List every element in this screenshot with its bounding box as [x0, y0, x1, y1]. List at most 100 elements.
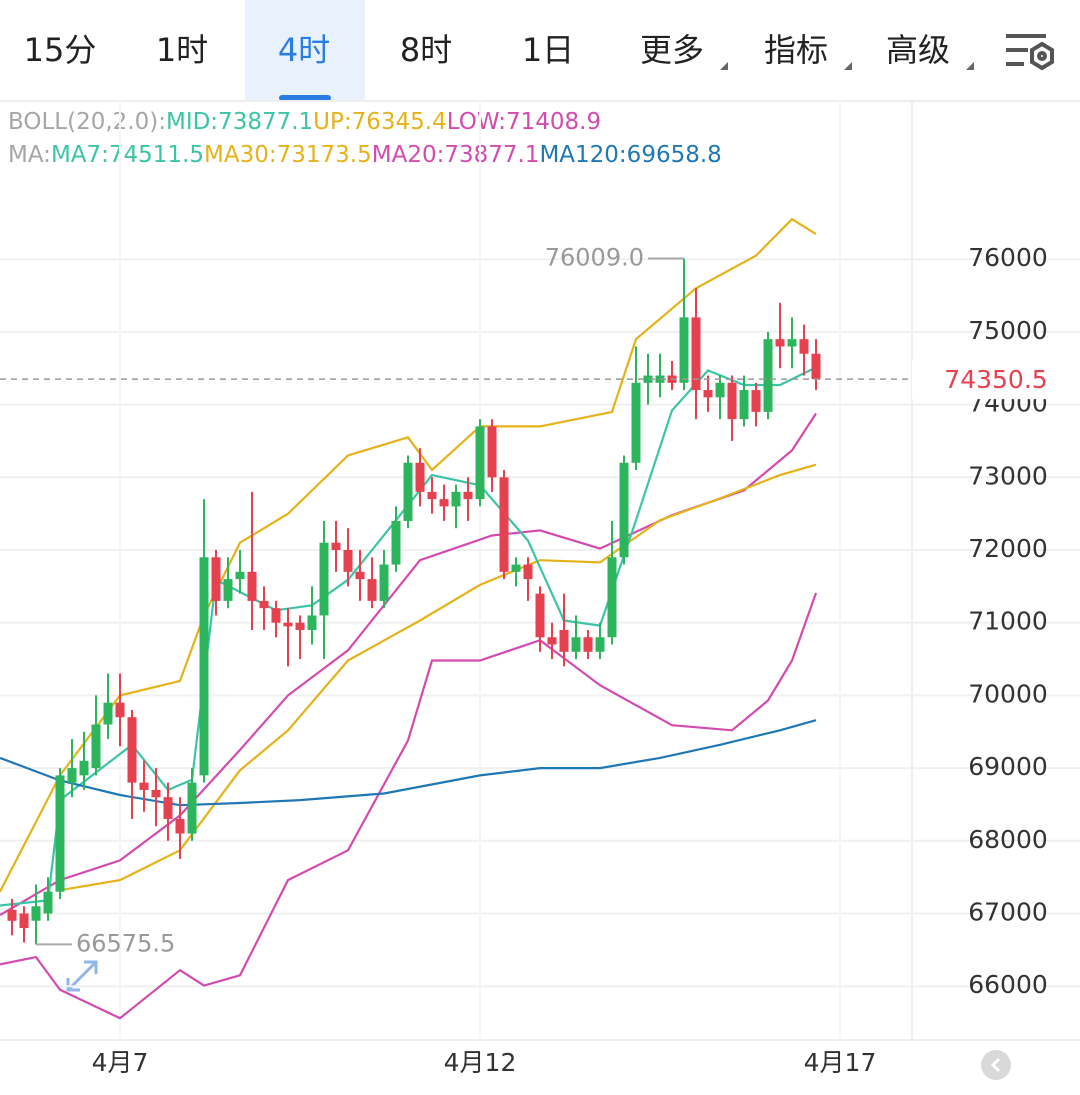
candle-body [427, 491, 437, 500]
tab-caret [720, 62, 728, 70]
candle-body [583, 637, 593, 652]
last-price-box [912, 359, 1080, 400]
y-tick-label: 72000 [968, 534, 1048, 563]
candle-body [739, 390, 749, 420]
candle-body [331, 542, 341, 551]
candle-body [67, 768, 77, 783]
y-tick-label: 71000 [968, 607, 1048, 636]
candle-body [127, 717, 137, 783]
tab[interactable]: 1日 [522, 31, 574, 69]
candle-body [79, 760, 89, 776]
tab-caret [966, 62, 974, 70]
candle-body [187, 782, 197, 834]
candle-body [7, 909, 17, 921]
candle-body [175, 818, 185, 834]
tab[interactable]: 15分 [24, 31, 97, 69]
legend-item: MA30:73173.5 [204, 142, 372, 168]
tab[interactable]: 更多 [640, 31, 704, 69]
candle-body [787, 339, 797, 347]
last-price-label: 74350.5 [944, 365, 1047, 394]
y-tick-label: 73000 [968, 461, 1048, 490]
candle-body [355, 571, 365, 580]
tab-caret [844, 62, 852, 70]
candle-body [223, 579, 233, 601]
candle-body [523, 564, 533, 580]
x-tick-label: 4月12 [444, 1048, 517, 1077]
y-tick-label: 66000 [968, 970, 1048, 999]
legend-item: MA120:69658.8 [539, 142, 721, 168]
candle-body [535, 593, 545, 638]
annotation-label: 76009.0 [545, 244, 644, 272]
candle-body [31, 906, 41, 921]
active-tab-bg [245, 0, 365, 100]
candle-body [451, 491, 461, 507]
candle-body [775, 339, 785, 347]
candle-body [151, 789, 161, 798]
tab[interactable]: 高级 [886, 31, 950, 69]
candle-body [43, 891, 53, 914]
candle-body [391, 520, 401, 565]
candle-body [607, 557, 617, 638]
candle-body [235, 571, 245, 580]
candle-body [679, 317, 689, 383]
x-tick-label: 4月17 [804, 1048, 877, 1077]
indicator-legend: MA:MA7:74511.5MA30:73173.5MA20:73877.1MA… [8, 142, 722, 168]
tab[interactable]: 4时 [278, 31, 330, 69]
indicator-line [0, 366, 817, 907]
candle-body [511, 564, 521, 572]
candle-body [379, 564, 389, 601]
y-tick-label: 70000 [968, 679, 1048, 708]
candle-body [643, 375, 653, 383]
candle-body [799, 339, 809, 354]
y-tick-label: 69000 [968, 752, 1048, 781]
y-tick-label: 75000 [968, 316, 1048, 345]
candle-body [763, 339, 773, 412]
candle-body [415, 462, 425, 492]
candle-body [343, 550, 353, 572]
annotation-label: 66575.5 [76, 929, 175, 957]
candle-body [19, 913, 29, 929]
candle-body [619, 462, 629, 558]
candle-body [247, 571, 257, 601]
candle-body [319, 542, 329, 616]
candle-body [571, 637, 581, 652]
candle-body [691, 317, 701, 391]
candle-body [115, 702, 125, 718]
tab[interactable]: 8时 [400, 31, 452, 69]
k-button[interactable] [981, 1050, 1011, 1080]
candle-body [259, 600, 269, 609]
tab[interactable]: 1时 [156, 31, 208, 69]
indicator-line [59, 463, 817, 892]
active-tab-indicator [279, 95, 331, 101]
candle-body [307, 615, 317, 630]
settings-icon[interactable] [1006, 34, 1054, 71]
candle-body [91, 724, 101, 769]
indicator-legend: BOLL(20,2.0):MID:73877.1UP:76345.4LOW:71… [8, 109, 601, 135]
candle-body [727, 382, 737, 420]
tab[interactable]: 指标 [764, 31, 828, 69]
candle-body [271, 608, 281, 623]
candle-body [811, 353, 821, 380]
candle-body [295, 622, 305, 630]
legend-item: MA7:74511.5 [51, 142, 204, 168]
legend-item: BOLL(20,2.0): [8, 109, 166, 135]
candle-body [439, 499, 449, 507]
y-tick-label: 76000 [968, 243, 1048, 272]
x-tick-label: 4月7 [92, 1048, 149, 1077]
candle-body [595, 637, 605, 652]
candle-body [559, 629, 569, 652]
legend-item: MA: [8, 142, 51, 168]
candle-body [199, 557, 209, 776]
indicator-line [0, 719, 817, 807]
legend-item: UP:76345.4 [313, 109, 447, 135]
candle-body [475, 426, 485, 500]
candle-body [163, 797, 173, 819]
y-tick-label: 67000 [968, 898, 1048, 927]
candle-body [403, 462, 413, 521]
candle-body [703, 390, 713, 398]
indicator-line [0, 592, 818, 1020]
candle-body [715, 382, 725, 398]
legend-item: MA20:73877.1 [372, 142, 540, 168]
